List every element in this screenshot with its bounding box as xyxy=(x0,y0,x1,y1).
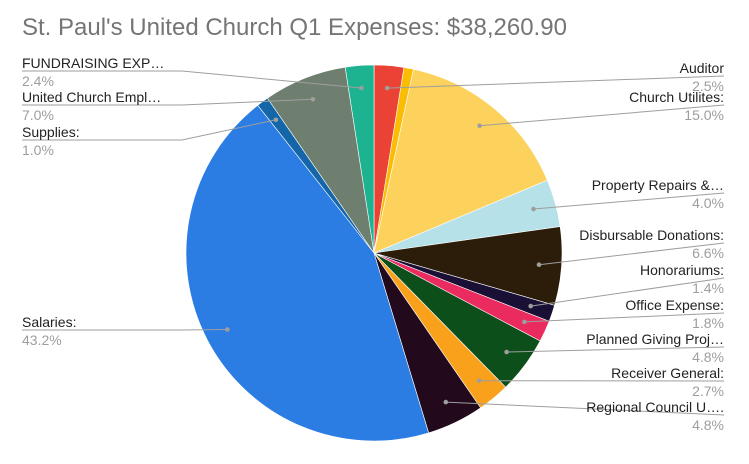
slice-label: United Church Empl… xyxy=(22,89,161,105)
slice-label: Planned Giving Proj… xyxy=(586,331,724,347)
pie-slices xyxy=(185,64,563,442)
slice-label: FUNDRAISING EXP… xyxy=(22,55,164,71)
leader-dot xyxy=(536,262,542,268)
slice-label: Auditor xyxy=(680,60,725,76)
slice-label: Salaries: xyxy=(22,314,76,330)
leader-line xyxy=(538,242,725,266)
slice-percent: 4.0% xyxy=(692,195,724,211)
slice-percent: 1.4% xyxy=(692,280,724,296)
slice-label: Church Utilites: xyxy=(629,89,724,105)
leader-line xyxy=(533,192,725,210)
pie-slice-salaries xyxy=(185,104,430,442)
leader-dot xyxy=(273,117,279,123)
leader-dot xyxy=(443,399,449,405)
leader-dot xyxy=(310,97,316,102)
leader-line xyxy=(445,401,725,416)
leader-dot xyxy=(522,319,527,325)
slice-label: Honorariums: xyxy=(640,262,724,278)
slice-label: Regional Council U…. xyxy=(586,399,724,415)
slice-percent: 7.0% xyxy=(22,107,54,123)
slice-label: Supplies: xyxy=(22,124,80,140)
leader-dot xyxy=(528,303,533,309)
leader-line xyxy=(387,75,725,89)
leader-line xyxy=(479,104,725,127)
slice-percent: 1.0% xyxy=(22,142,54,158)
leader-dot xyxy=(504,349,509,355)
leader-dot xyxy=(531,206,536,212)
slice-percent: 2.4% xyxy=(22,73,54,89)
slice-label: Disbursable Donations: xyxy=(579,227,724,243)
leader-dot xyxy=(359,85,364,91)
slice-percent: 4.8% xyxy=(692,349,724,365)
slice-label: Receiver General: xyxy=(611,365,724,381)
chart-title: St. Paul's United Church Q1 Expenses: $3… xyxy=(22,14,567,41)
pie-labels: Auditor 2.5%Church Utilites: 15.0% Property… xyxy=(22,55,724,433)
slice-label: Property Repairs &… xyxy=(592,177,724,193)
slice-percent: 2.5% xyxy=(692,78,724,94)
slice-percent: 1.8% xyxy=(692,315,724,331)
pie-slice-church-utilites xyxy=(373,68,548,254)
slice-percent: 6.6% xyxy=(692,245,724,261)
leader-line xyxy=(506,346,725,353)
leader-dot xyxy=(476,378,482,384)
leader-line xyxy=(22,98,313,106)
leader-line xyxy=(524,312,725,323)
leader-line xyxy=(22,329,228,331)
leader-line xyxy=(22,119,277,141)
slice-percent: 15.0% xyxy=(684,107,724,123)
leader-line xyxy=(530,277,725,307)
leader-dot xyxy=(225,327,230,332)
slice-label: Office Expense: xyxy=(625,297,724,313)
leader-dot xyxy=(384,85,390,91)
slice-percent: 4.8% xyxy=(692,417,724,433)
leader-line xyxy=(22,70,362,89)
pie-slice-fundraising-exp xyxy=(344,64,375,254)
slice-percent: 43.2% xyxy=(22,332,62,348)
slice-percent: 2.7% xyxy=(692,383,724,399)
leader-dot xyxy=(477,123,482,128)
